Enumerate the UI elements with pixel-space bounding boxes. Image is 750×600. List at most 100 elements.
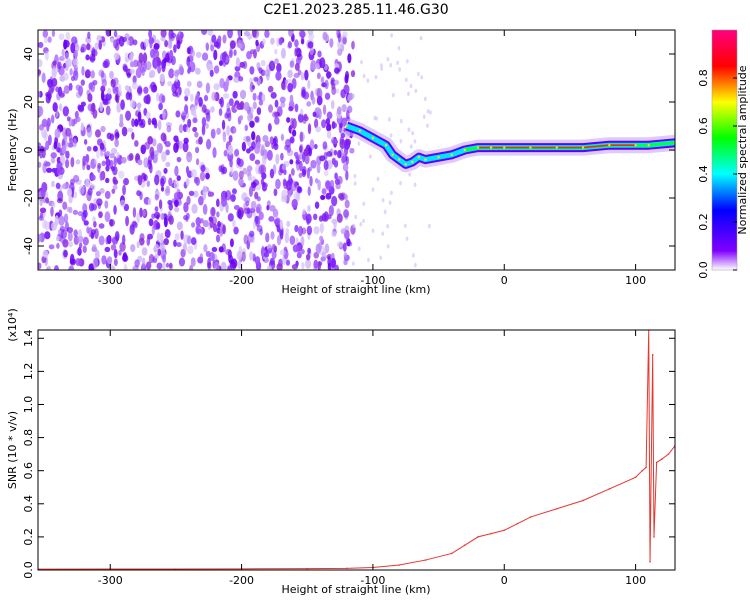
- snr-x-tick-label: -200: [229, 574, 254, 587]
- spectrogram-cell: [140, 41, 145, 50]
- spectrogram-cell: [404, 77, 408, 83]
- spectrogram-cell: [340, 132, 346, 139]
- snr-point: [582, 499, 584, 502]
- spectrogram-cell: [345, 170, 349, 181]
- spectrogram-cell: [323, 63, 328, 71]
- spectrogram-cell: [271, 243, 276, 251]
- snr-point: [477, 536, 479, 538]
- spectrogram-cell: [304, 69, 309, 81]
- spectrogram-cell: [73, 69, 79, 81]
- spectrogram-cell: [175, 69, 182, 75]
- spectrogram-cell: [63, 213, 69, 224]
- spectrogram-cell: [165, 149, 170, 156]
- spectrogram-cell: [111, 188, 116, 194]
- spectrogram-cell: [212, 147, 217, 159]
- spectrogram-cell: [239, 115, 244, 121]
- spectrogram-cell: [331, 231, 337, 238]
- spectrogram-cell: [428, 110, 432, 115]
- spectrogram-cell: [203, 94, 209, 102]
- track-point: [411, 160, 414, 164]
- spectrogram-cell: [294, 224, 299, 233]
- spectrogram-cell: [156, 92, 160, 102]
- spectrogram-cell: [407, 127, 411, 132]
- spectrogram-cell: [322, 141, 328, 150]
- spectrogram-cell: [242, 167, 247, 175]
- spectrogram-cell: [310, 159, 317, 169]
- spectrogram-cell: [196, 228, 203, 234]
- spectrogram-cell: [206, 64, 214, 72]
- spectrogram-cell: [72, 58, 77, 66]
- spectrogram-cell: [45, 161, 51, 167]
- spectrogram-cell: [386, 224, 390, 229]
- spectrogram-cell: [134, 118, 139, 127]
- spectrogram-cell: [383, 209, 387, 215]
- spectrogram-cell: [330, 99, 335, 110]
- spectrogram-cell: [80, 43, 87, 53]
- spectrogram-cell: [173, 79, 181, 90]
- spectrogram-cell: [237, 30, 242, 38]
- spectrogram-cell: [388, 200, 392, 205]
- spectrogram-cell: [317, 50, 322, 58]
- spectrogram-cell: [151, 225, 155, 236]
- spectrogram-cell: [194, 131, 199, 138]
- spectrogram-cell: [265, 232, 270, 243]
- spectrogram-cell: [228, 49, 233, 59]
- spectrogram-cell: [86, 127, 93, 138]
- spectrogram-cell: [347, 92, 354, 101]
- spectrogram-cell: [306, 167, 311, 179]
- spectrogram-cell: [389, 190, 393, 196]
- spectrogram-cell: [201, 124, 206, 136]
- spectrogram-cell: [294, 103, 299, 113]
- spectrogram-cell: [168, 177, 173, 187]
- spectrogram-cell: [336, 175, 343, 185]
- spectrogram-cell: [307, 123, 312, 135]
- spectrogram-cell: [275, 153, 280, 165]
- spectrogram-cell: [295, 244, 302, 253]
- spectrogram-cell: [222, 224, 226, 235]
- spectrogram-cell: [105, 177, 110, 184]
- spectrogram-cell: [165, 185, 170, 194]
- spectrogram-cell: [337, 39, 342, 50]
- spectrogram-cell: [285, 138, 292, 148]
- spectrogram-cell: [72, 209, 79, 216]
- spectrogram-cell: [73, 118, 78, 125]
- spectrogram-cell: [122, 184, 126, 196]
- spectrogram-cell: [98, 211, 103, 219]
- spectrogram-cell: [195, 67, 201, 75]
- spectrogram-cell: [344, 199, 350, 209]
- spectrogram-cell: [90, 184, 96, 191]
- spectrogram-cell: [45, 197, 50, 204]
- colorbar-tick-label: 0.4: [697, 165, 710, 183]
- spectrogram-cell: [229, 40, 237, 49]
- spectrogram-cell: [328, 205, 334, 217]
- snr-point: [345, 567, 348, 570]
- spectrogram-cell: [314, 201, 320, 209]
- spectrogram-cell: [195, 158, 200, 166]
- spectrogram-cell: [236, 250, 243, 261]
- spectrogram-cell: [113, 248, 118, 259]
- spectrogram-cell: [147, 135, 154, 145]
- spectrogram-cell: [130, 244, 136, 253]
- spectrogram-cell: [241, 251, 246, 262]
- spectrogram-cell: [252, 92, 257, 101]
- spectrogram-cell: [90, 228, 96, 235]
- spectrogram-cell: [210, 44, 215, 52]
- spectrogram-cell: [190, 257, 196, 267]
- spectrogram-cell: [343, 84, 350, 95]
- track-point: [476, 146, 480, 149]
- spectrogram-cell: [87, 187, 93, 196]
- spectrogram-cell: [58, 209, 63, 217]
- spectrogram-cell: [307, 247, 311, 255]
- spectrogram-cell: [184, 87, 191, 97]
- spectrogram-cell: [153, 58, 158, 70]
- spectrogram-cell: [199, 171, 206, 182]
- spectrogram-cell: [82, 236, 89, 246]
- spectrogram-cell: [186, 195, 191, 205]
- spectrogram-cell: [386, 57, 390, 62]
- spectrogram-cell: [156, 262, 163, 270]
- spectrogram-cell: [232, 219, 236, 228]
- spectrogram-cell: [249, 251, 254, 261]
- snr-point: [608, 488, 611, 490]
- spectrogram-cell: [284, 232, 290, 244]
